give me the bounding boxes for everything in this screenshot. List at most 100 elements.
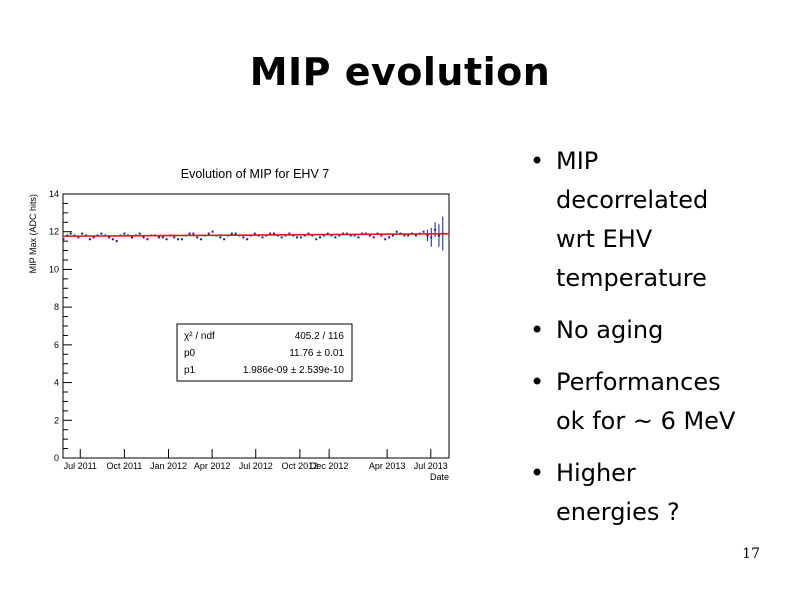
mip-evolution-chart: Evolution of MIP for EHV 7 0 2 4 6 8 10 12 14 J… (28, 167, 450, 482)
data-point (326, 232, 329, 235)
bullet-dot: • (530, 316, 545, 344)
data-point (188, 232, 191, 235)
data-point (146, 238, 149, 241)
data-point (368, 234, 371, 237)
data-point (395, 230, 398, 233)
data-point (219, 236, 222, 239)
x-tick-label: Apr 2012 (194, 461, 231, 471)
data-point (430, 236, 433, 239)
bullet-line: ok for ~ 6 MeV (556, 407, 736, 435)
bullet-dot: • (530, 147, 545, 175)
data-point (353, 234, 356, 237)
x-tick-label: Jul 2011 (64, 461, 97, 471)
y-tick-label: 8 (54, 302, 59, 312)
data-point (391, 234, 394, 237)
data-point (388, 236, 391, 239)
data-point (62, 238, 65, 241)
y-tick-label: 10 (49, 264, 59, 274)
x-tick-label: Jul 2012 (239, 461, 273, 471)
data-point (223, 238, 226, 241)
y-tick-label: 4 (54, 378, 59, 388)
data-point (299, 236, 302, 239)
bullet-line: wrt EHV (556, 225, 653, 253)
y-tick-label: 12 (49, 227, 59, 237)
fit-line (62, 232, 450, 238)
y-tick-label: 2 (54, 415, 59, 425)
data-point (437, 234, 440, 237)
data-point (230, 232, 233, 235)
x-tick-label: Apr 2013 (369, 461, 406, 471)
data-point (242, 236, 245, 239)
bullet-line: MIP (556, 147, 599, 175)
page-number: 17 (742, 546, 760, 562)
fit-row-p1-label: p1 (184, 365, 196, 376)
bullet-line: decorrelated (556, 186, 709, 214)
data-point (330, 234, 333, 237)
data-point (342, 232, 345, 235)
data-point (319, 236, 322, 239)
bullet-dot: • (530, 459, 545, 487)
bullet-line: No aging (556, 316, 664, 344)
data-point (407, 234, 410, 237)
x-axis: Jul 2011 Oct 2011 Jan 2012 Apr 2012 Jul 2012… (64, 449, 448, 471)
data-point (161, 236, 164, 239)
data-point (434, 228, 437, 231)
data-point (211, 230, 214, 233)
fit-row-p0-label: p0 (184, 348, 196, 359)
data-point (177, 238, 180, 241)
data-point (349, 234, 352, 237)
bullet-list: • MIP decorrelated wrt EHV temperature •… (530, 142, 790, 545)
data-point (288, 232, 291, 235)
y-tick-label: 6 (54, 340, 59, 350)
data-point (165, 238, 168, 241)
data-point (77, 236, 80, 239)
data-point (92, 236, 95, 239)
x-tick-label: Oct 2011 (106, 461, 142, 471)
bullet-item: • No aging (530, 311, 790, 350)
y-axis-label: MIP Max (ADC hits) (28, 194, 38, 273)
data-point (115, 240, 118, 243)
data-point (123, 232, 126, 235)
data-point (157, 236, 160, 239)
data-point (414, 234, 417, 237)
x-tick-label: Oct 2012 (282, 461, 319, 471)
data-point (138, 232, 141, 235)
data-point (311, 234, 314, 237)
data-point (100, 232, 103, 235)
chart-title: Evolution of MIP for EHV 7 (181, 167, 329, 181)
fit-row-chi2-label: χ² / ndf (184, 331, 215, 342)
data-point (234, 232, 237, 235)
data-point (200, 238, 203, 241)
data-point (253, 232, 256, 235)
fit-row-chi2-value: 405.2 / 116 (295, 331, 345, 342)
data-point (111, 238, 114, 241)
data-point (173, 236, 176, 239)
bullet-line: Higher (556, 459, 636, 487)
bullet-item: • Performances ok for ~ 6 MeV (530, 363, 790, 441)
bullet-item: • MIP decorrelated wrt EHV temperature (530, 142, 790, 298)
data-point (372, 236, 375, 239)
data-point (345, 232, 348, 235)
fit-row-p0-value: 11.76 ± 0.01 (289, 348, 344, 359)
data-point (426, 234, 429, 237)
data-point (81, 232, 84, 235)
series-layer (62, 216, 450, 251)
bullet-line: Performances (556, 368, 721, 396)
data-point (422, 230, 425, 233)
data-point (69, 232, 72, 235)
bullet-line: temperature (556, 264, 707, 292)
data-point (180, 238, 183, 241)
y-tick-label: 14 (49, 189, 59, 199)
data-point (338, 234, 341, 237)
y-axis: 0 2 4 6 8 10 12 14 (49, 189, 72, 463)
fit-box-frame (176, 323, 353, 382)
slide-title: MIP evolution (249, 50, 551, 94)
data-point (380, 234, 383, 237)
data-point (357, 236, 360, 239)
data-point (322, 234, 325, 237)
bullet-line: energies ? (556, 498, 680, 526)
data-point (403, 234, 406, 237)
data-point (108, 236, 111, 239)
data-point (315, 238, 318, 241)
data-point (192, 232, 195, 235)
